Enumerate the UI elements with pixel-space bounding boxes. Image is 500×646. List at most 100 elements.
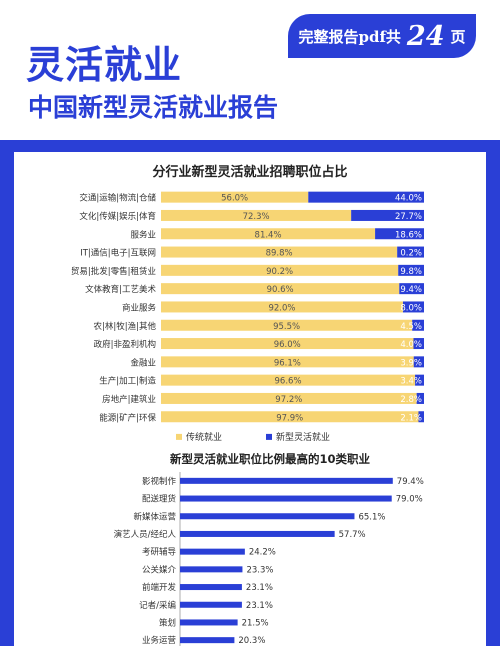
occupation-value-label: 79.0%: [396, 495, 423, 505]
report-title: 灵活就业: [26, 43, 183, 87]
traditional-value-label: 90.2%: [266, 267, 293, 277]
traditional-value-label: 95.5%: [273, 322, 300, 332]
occupation-value-label: 79.4%: [397, 477, 424, 487]
report-subtitle: 中国新型灵活就业报告: [28, 93, 279, 122]
chart-card: 分行业新型灵活就业招聘职位占比交通|运输|物流|仓储 56.0% 44.0% 文化|传…: [14, 152, 486, 646]
chart-title: 分行业新型灵活就业招聘职位占比: [152, 164, 347, 180]
new-flexible-value-label: 4.0%: [400, 340, 422, 350]
legend-label-traditional: 传统就业: [186, 431, 222, 443]
category-label: 文化|传媒|娱乐|体育: [79, 211, 156, 222]
category-label: 政府|非盈利机构: [94, 339, 156, 350]
occupation-value-label: 23.3%: [246, 565, 273, 575]
occupation-label: 演艺人员/经纪人: [114, 529, 177, 540]
new-flexible-bar: [418, 411, 424, 423]
occupation-bar: [180, 530, 335, 537]
badge-prefix: 完整报告pdf共: [298, 27, 401, 46]
traditional-bar: [161, 283, 400, 295]
occupation-value-label: 21.5%: [242, 618, 269, 628]
occupation-label: 记者/采编: [139, 600, 176, 611]
new-flexible-value-label: 3.9%: [400, 358, 422, 368]
traditional-bar: [161, 209, 352, 221]
category-label: 能源|矿产|环保: [99, 412, 156, 423]
new-flexible-bar: [397, 246, 424, 258]
legend-label-new: 新型灵活就业: [276, 431, 330, 443]
traditional-value-label: 97.9%: [276, 413, 303, 423]
new-flexible-value-label: 2.1%: [400, 413, 422, 423]
traditional-value-label: 90.6%: [267, 285, 294, 295]
new-flexible-bar: [375, 228, 424, 240]
traditional-value-label: 72.3%: [243, 212, 270, 222]
traditional-value-label: 92.0%: [268, 303, 295, 313]
traditional-bar: [161, 228, 376, 240]
new-flexible-value-label: 8.0%: [400, 303, 422, 313]
chart-title: 新型灵活就业职位比例最高的10类职业: [170, 452, 371, 466]
category-label: 金融业: [130, 357, 156, 368]
occupation-bar: [180, 584, 242, 591]
occupation-value-label: 24.2%: [249, 548, 276, 558]
new-flexible-value-label: 2.8%: [400, 395, 422, 405]
traditional-value-label: 81.4%: [255, 230, 282, 240]
new-flexible-bar: [413, 338, 424, 350]
new-flexible-value-label: 27.7%: [395, 212, 422, 222]
traditional-value-label: 97.2%: [275, 395, 302, 405]
category-label: 商业服务: [122, 302, 157, 313]
occupation-value-label: 57.7%: [339, 530, 366, 540]
legend-swatch-traditional: [176, 433, 182, 440]
traditional-bar: [161, 319, 413, 331]
category-label: 交通|运输|物流|仓储: [79, 193, 156, 204]
category-label: 服务业: [130, 229, 156, 240]
new-flexible-bar: [415, 374, 424, 386]
legend-swatch-new: [266, 433, 272, 440]
badge-number: 24: [406, 20, 445, 52]
new-flexible-bar: [416, 392, 424, 404]
traditional-bar: [161, 374, 416, 386]
occupation-label: 业务运营: [142, 635, 176, 646]
new-flexible-value-label: 0.2%: [400, 249, 422, 259]
new-flexible-bar: [398, 264, 424, 276]
occupation-bar: [180, 548, 245, 555]
category-label: 农|林|牧|渔|其他: [94, 321, 157, 332]
traditional-bar: [161, 301, 403, 313]
occupation-bar: [180, 477, 393, 484]
traditional-bar: [161, 356, 414, 368]
new-flexible-bar: [413, 356, 424, 368]
report-header: 灵活就业 中国新型灵活就业报告 完整报告pdf共 24 页: [0, 0, 500, 140]
new-flexible-bar: [402, 301, 424, 313]
traditional-value-label: 96.0%: [274, 340, 301, 350]
new-flexible-value-label: 3.4%: [400, 377, 422, 387]
occupation-bar: [180, 513, 355, 520]
new-flexible-value-label: 9.8%: [400, 267, 422, 277]
traditional-bar: [161, 264, 399, 276]
occupation-label: 策划: [159, 617, 176, 628]
new-flexible-bar: [308, 191, 424, 203]
new-flexible-value-label: 44.0%: [395, 194, 422, 204]
occupation-label: 配送理货: [142, 494, 177, 505]
occupation-bar: [180, 495, 392, 502]
category-label: 文体教育|工艺美术: [85, 284, 156, 295]
occupation-value-label: 65.1%: [358, 512, 385, 522]
new-flexible-bar: [412, 319, 424, 331]
occupation-label: 新媒体运营: [133, 511, 176, 522]
occupation-bar: [180, 619, 238, 626]
occupation-bar: [180, 566, 243, 573]
traditional-bar: [161, 411, 419, 423]
new-flexible-value-label: 4.5%: [400, 322, 422, 332]
category-label: 贸易|批发|零售|租赁业: [71, 266, 156, 277]
occupation-label: 考研辅导: [142, 547, 177, 558]
traditional-bar: [161, 246, 398, 258]
occupation-label: 影视制作: [142, 476, 177, 487]
page-count-badge: 完整报告pdf共 24 页: [288, 14, 476, 58]
occupation-label: 前端开发: [142, 582, 177, 593]
traditional-bar: [161, 191, 309, 203]
traditional-value-label: 96.1%: [274, 358, 301, 368]
occupation-label: 公关媒介: [142, 564, 177, 575]
traditional-value-label: 56.0%: [221, 194, 248, 204]
traditional-bar: [161, 338, 414, 350]
occupation-bar: [180, 637, 235, 644]
occupation-value-label: 20.3%: [238, 636, 265, 646]
category-label: 房地产|建筑业: [102, 394, 156, 405]
new-flexible-value-label: 9.4%: [400, 285, 422, 295]
category-label: 生产|加工|制造: [99, 376, 156, 387]
traditional-value-label: 89.8%: [266, 249, 293, 259]
